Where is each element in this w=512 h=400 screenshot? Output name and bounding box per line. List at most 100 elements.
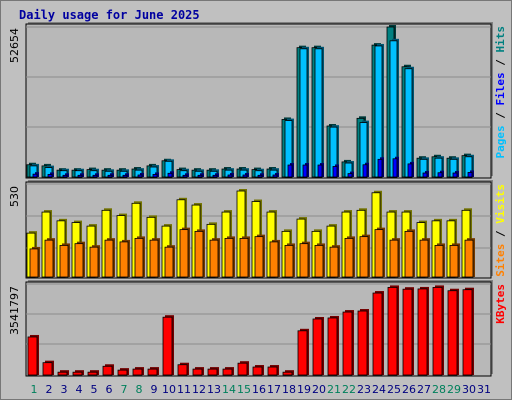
sites-bar	[434, 245, 444, 278]
x-tick-label: 12	[192, 383, 206, 396]
kbytes-bar	[252, 366, 263, 376]
legend-entry: Sites	[494, 244, 507, 277]
files-bar	[362, 164, 368, 178]
chart-title: Daily usage for June 2025	[19, 8, 200, 22]
x-tick-label: 19	[297, 383, 311, 396]
sites-bar	[194, 230, 204, 278]
legend-separator: /	[494, 224, 507, 244]
kbytes-bar	[342, 311, 353, 376]
x-tick-label: 10	[162, 383, 176, 396]
kbytes-bar	[312, 318, 323, 376]
kbytes-bar	[87, 371, 98, 376]
kbytes-bar	[237, 362, 248, 376]
kbytes-bar	[57, 371, 68, 376]
kbytes-bar	[27, 336, 38, 376]
kbytes-bar	[192, 368, 203, 376]
files-bar	[167, 172, 173, 178]
sites-bar	[59, 245, 69, 278]
files-bar	[377, 158, 383, 178]
sites-bar	[44, 239, 54, 278]
pages-bar	[314, 48, 323, 178]
sites-bar	[299, 243, 309, 278]
sites-bar	[29, 248, 39, 278]
files-bar	[272, 174, 278, 178]
kbytes-bar	[297, 330, 308, 376]
sites-bar	[359, 236, 369, 278]
x-tick-label: 2	[46, 383, 53, 396]
x-tick-label: 26	[402, 383, 416, 396]
sites-bar	[89, 246, 99, 278]
x-tick-label: 17	[267, 383, 281, 396]
files-bar	[467, 172, 473, 178]
files-bar	[227, 174, 233, 178]
sites-bar	[284, 245, 294, 278]
x-tick-label: 18	[282, 383, 296, 396]
kbytes-bar	[222, 368, 233, 376]
x-tick-label: 30	[462, 383, 476, 396]
x-tick-label: 11	[177, 383, 191, 396]
files-bar	[242, 174, 248, 178]
kbytes-bar	[42, 362, 53, 376]
sites-bar	[329, 246, 339, 278]
x-tick-label: 14	[222, 383, 236, 396]
sites-bar	[104, 239, 114, 278]
sites-bar	[389, 239, 399, 278]
x-tick-label: 7	[121, 383, 128, 396]
files-bar	[137, 174, 143, 178]
files-bar	[347, 173, 353, 178]
x-tick-label: 24	[372, 383, 386, 396]
files-bar	[152, 174, 158, 178]
sites-bar	[419, 239, 429, 278]
files-bar	[77, 174, 83, 178]
files-bar	[212, 174, 218, 178]
legend-entry: Hits	[494, 26, 507, 53]
pages-bar	[389, 40, 398, 178]
files-bar	[407, 163, 413, 178]
sites-bar	[374, 229, 384, 278]
x-tick-label: 29	[447, 383, 461, 396]
files-bar	[257, 174, 263, 178]
kbytes-bar	[327, 317, 338, 376]
kbytes-bar	[372, 292, 383, 376]
sites-bar	[344, 237, 354, 278]
x-tick-label: 23	[357, 383, 371, 396]
sites-bar	[404, 230, 414, 278]
kbytes-bar	[72, 371, 83, 376]
kbytes-bar	[282, 371, 293, 376]
files-bar	[287, 164, 293, 178]
kbytes-bar	[207, 368, 218, 376]
sites-bar	[224, 237, 234, 278]
sites-bar	[134, 237, 144, 278]
x-tick-label: 25	[387, 383, 401, 396]
sites-bar	[149, 239, 159, 278]
legend-entry: Files	[494, 72, 507, 105]
legend-kbytes: KBytes	[494, 284, 507, 324]
x-tick-label: 3	[61, 383, 68, 396]
kbytes-bar	[417, 288, 428, 376]
x-tick-label: 6	[106, 383, 113, 396]
files-bar	[332, 166, 338, 178]
kbytes-bar	[177, 364, 188, 376]
kbytes-bar	[387, 286, 398, 376]
sites-bar	[74, 243, 84, 278]
kbytes-bar	[147, 368, 158, 376]
files-bar	[452, 172, 458, 178]
files-bar	[182, 174, 188, 178]
x-tick-label: 31	[477, 383, 491, 396]
files-bar	[317, 164, 323, 178]
x-tick-label: 5	[91, 383, 98, 396]
files-bar	[47, 174, 53, 178]
y-axis-max-label: 530	[8, 186, 21, 207]
x-tick-label: 16	[252, 383, 266, 396]
x-tick-label: 8	[136, 383, 143, 396]
sites-bar	[164, 246, 174, 278]
legend-visits-sites: Sites / Visits	[494, 184, 507, 277]
x-tick-label: 28	[432, 383, 446, 396]
kbytes-bar	[357, 310, 368, 376]
files-bar	[92, 174, 98, 178]
x-tick-label: 15	[237, 383, 251, 396]
x-tick-label: 22	[342, 383, 356, 396]
x-tick-label: 21	[327, 383, 341, 396]
